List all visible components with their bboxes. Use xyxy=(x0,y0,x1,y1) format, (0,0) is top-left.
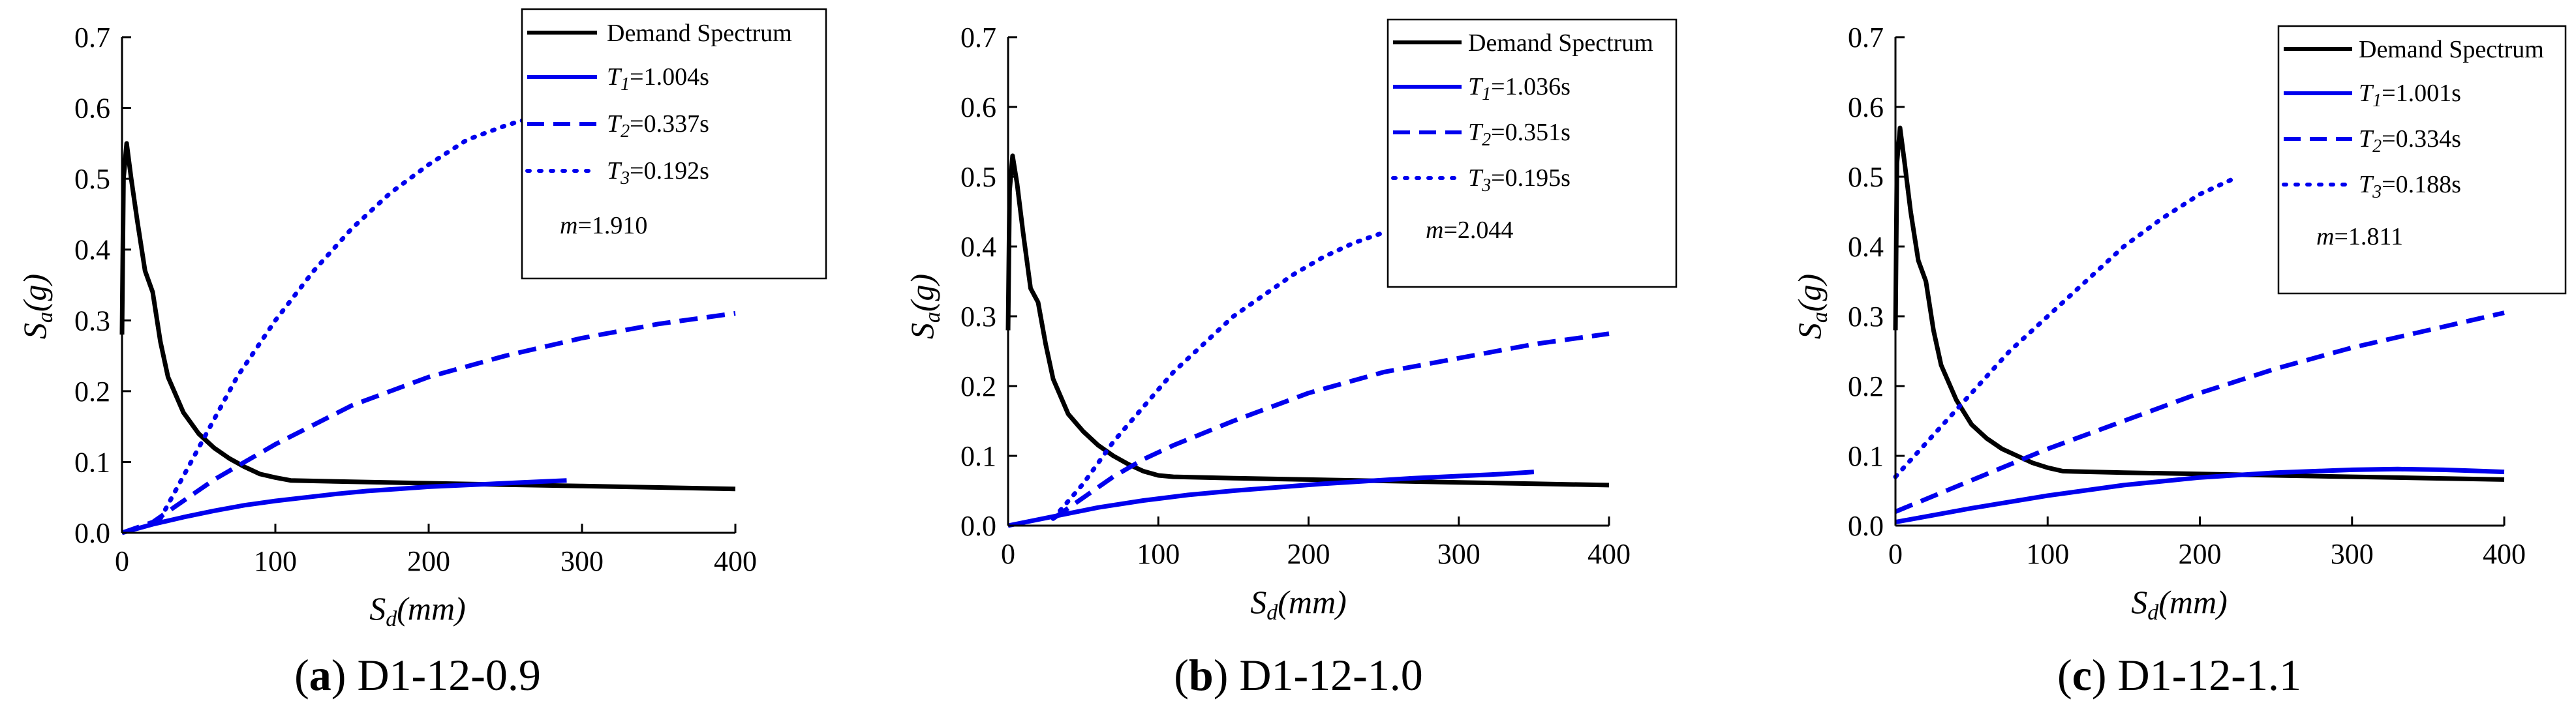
panel-b-series-t2 xyxy=(1052,331,1610,521)
panel-c-legend-box xyxy=(2277,25,2567,295)
panel-c-x-tick-label: 400 xyxy=(2483,538,2526,570)
panel-b-legend-t2-label: T2=0.351s xyxy=(1468,119,1571,150)
panel-a-y-tick-label: 0.3 xyxy=(74,305,110,337)
panel-b-legend-t1-label: T1=1.036s xyxy=(1468,73,1571,104)
panel-c-y-tick-label: 0.0 xyxy=(1848,510,1884,542)
panel-c-series-t1 xyxy=(1895,466,2505,525)
panel-a-series-t1 xyxy=(121,478,567,535)
panel-a-x-tick-label: 200 xyxy=(407,545,450,577)
panel-b-x-tick-label: 0 xyxy=(1001,538,1015,570)
panel-a-legend-m-label: m=1.910 xyxy=(560,212,647,239)
panel-a-x-tick-label: 400 xyxy=(714,545,757,577)
panel-a-y-tick-label: 0.2 xyxy=(74,376,110,408)
panel-b-legend-t3-label: T3=0.195s xyxy=(1468,164,1571,196)
panel-c-x-tick-label: 0 xyxy=(1888,538,1903,570)
panel-a-series-t3 xyxy=(158,116,531,521)
panel-a-y-tick-label: 0.6 xyxy=(74,93,110,125)
panel-c-y-tick-label: 0.5 xyxy=(1848,161,1884,193)
panel-a-y-tick-label: 0.0 xyxy=(74,517,110,549)
panel-b-y-tick-label: 0.5 xyxy=(960,161,996,193)
panel-c-legend-t2-label: T2=0.334s xyxy=(2359,125,2461,157)
panel-b-y-tick-label: 0.1 xyxy=(960,440,996,472)
panel-a-x-tick-label: 100 xyxy=(254,545,297,577)
panel-b-caption: (b) D1-12-1.0 xyxy=(1174,650,1423,700)
panel-c-y-tick-label: 0.1 xyxy=(1848,440,1884,472)
panel-b-series-demand-spectrum xyxy=(1005,153,1610,488)
panel-b-legend: Demand Spectrum T1=1.036s T2=0.351s T3=0… xyxy=(1387,18,1678,288)
panel-b-series-t1 xyxy=(1007,470,1535,528)
panel-a-y-tick-label: 0.4 xyxy=(74,234,110,266)
panel-a-legend: Demand Spectrum T1=1.004s T2=0.337s T3=0… xyxy=(521,8,827,280)
panel-c-legend: Demand Spectrum T1=1.001s T2=0.334s T3=0… xyxy=(2277,25,2567,295)
panel-a-legend-t2-label: T2=0.337s xyxy=(607,110,709,142)
panel-a-ticks: 0.0 0.1 0.2 0.3 0.4 0.5 0.6 0.7 0 100 200 300 400 xyxy=(74,22,757,577)
panel-c-legend-t1-label: T1=1.001s xyxy=(2359,80,2461,111)
panel-b-x-tick-label: 400 xyxy=(1587,538,1631,570)
panel-a-legend-t1-label: T1=1.004s xyxy=(607,63,709,95)
panel-c-x-tick-label: 200 xyxy=(2179,538,2222,570)
panel-b-y-tick-label: 0.2 xyxy=(960,370,996,402)
panel-c-legend-m-label: m=1.811 xyxy=(2316,223,2403,250)
panel-c-y-tick-label: 0.6 xyxy=(1848,91,1884,123)
panel-b-x-tick-label: 200 xyxy=(1287,538,1330,570)
panel-b-y-axis-title: Sa(g) xyxy=(904,274,945,339)
panel-c-caption: (c) D1-12-1.1 xyxy=(2057,650,2301,700)
panel-b-y-tick-label: 0.4 xyxy=(960,231,996,263)
panel-b-legend-box xyxy=(1387,18,1678,288)
panel-c-x-tick-label: 300 xyxy=(2331,538,2374,570)
panel-b: 0.0 0.1 0.2 0.3 0.4 0.5 0.6 0.7 0 100 200 300 400 Sa… xyxy=(904,18,1678,700)
panel-b-x-tick-label: 300 xyxy=(1437,538,1480,570)
panel-c-y-axis-title: Sa(g) xyxy=(1791,274,1832,339)
panel-b-x-tick-label: 100 xyxy=(1137,538,1180,570)
panel-a-curves xyxy=(119,116,736,535)
panel-a-y-tick-label: 0.1 xyxy=(74,446,110,478)
panel-a-y-tick-label: 0.7 xyxy=(74,22,110,53)
panel-a-legend-t3-label: T3=0.192s xyxy=(607,157,709,188)
panel-c-curves xyxy=(1893,125,2505,525)
panel-a-x-tick-label: 0 xyxy=(115,545,129,577)
panel-b-y-tick-label: 0.3 xyxy=(960,301,996,333)
panel-a-y-axis-title: Sa(g) xyxy=(16,274,57,339)
panel-b-y-tick-label: 0.6 xyxy=(960,91,996,123)
panel-a-series-t2 xyxy=(121,310,736,535)
panel-b-ticks: 0.0 0.1 0.2 0.3 0.4 0.5 0.6 0.7 0 100 200 300 400 xyxy=(960,22,1631,570)
panel-c-y-tick-label: 0.2 xyxy=(1848,370,1884,402)
panel-a-caption: (a) D1-12-0.9 xyxy=(294,650,541,700)
panel-b-y-tick-label: 0.7 xyxy=(960,22,996,53)
panel-a-x-axis-title: Sd(mm) xyxy=(369,590,466,631)
panel-b-y-tick-label: 0.0 xyxy=(960,510,996,542)
panel-b-legend-m-label: m=2.044 xyxy=(1426,217,1513,244)
panel-a-legend-box xyxy=(521,8,827,280)
panel-c: 0.0 0.1 0.2 0.3 0.4 0.5 0.6 0.7 0 100 200 300 400 Sa… xyxy=(1791,22,2567,700)
panel-a: 0.0 0.1 0.2 0.3 0.4 0.5 0.6 0.7 0 100 200 300 400 Sa… xyxy=(16,8,827,700)
panel-c-y-tick-label: 0.4 xyxy=(1848,231,1884,263)
panel-b-curves xyxy=(1005,153,1610,528)
panel-b-legend-demand-label: Demand Spectrum xyxy=(1468,29,1653,57)
panel-c-y-tick-label: 0.3 xyxy=(1848,301,1884,333)
panel-b-x-axis-title: Sd(mm) xyxy=(1250,584,1347,625)
panel-a-x-tick-label: 300 xyxy=(560,545,604,577)
panel-c-series-t2 xyxy=(1894,310,2505,514)
panel-c-legend-t3-label: T3=0.188s xyxy=(2359,171,2461,202)
panel-a-y-tick-label: 0.5 xyxy=(74,163,110,195)
panel-a-legend-demand-label: Demand Spectrum xyxy=(607,20,792,47)
panel-c-y-tick-label: 0.7 xyxy=(1848,22,1884,53)
panel-c-series-t3 xyxy=(1893,174,2241,479)
panel-c-ticks: 0.0 0.1 0.2 0.3 0.4 0.5 0.6 0.7 0 100 200 300 400 xyxy=(1848,22,2526,570)
panel-b-series-t3 xyxy=(1050,230,1387,521)
panel-c-x-tick-label: 100 xyxy=(2026,538,2069,570)
panel-c-x-axis-title: Sd(mm) xyxy=(2131,584,2228,625)
panel-c-legend-demand-label: Demand Spectrum xyxy=(2359,36,2544,63)
